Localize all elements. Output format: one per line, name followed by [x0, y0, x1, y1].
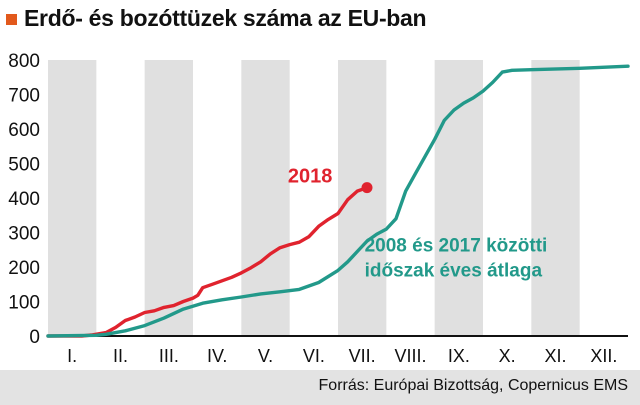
- x-tick-label: XII.: [590, 346, 617, 366]
- x-tick-label: VII.: [349, 346, 376, 366]
- annotation-2018: 2018: [288, 165, 333, 187]
- accent-square-icon: [6, 14, 17, 25]
- y-tick-label: 700: [8, 86, 40, 107]
- month-band: [48, 60, 97, 336]
- y-tick-label: 0: [29, 327, 40, 348]
- month-band: [338, 60, 387, 336]
- x-tick-label: I.: [67, 346, 77, 366]
- x-tick-label: X.: [499, 346, 516, 366]
- series-line: [46, 186, 369, 338]
- y-tick-label: 600: [8, 120, 40, 141]
- y-tick-label: 200: [8, 258, 40, 279]
- y-tick-label: 300: [8, 224, 40, 245]
- x-tick-label: III.: [159, 346, 179, 366]
- series-end-marker: [361, 182, 373, 194]
- annotation-average: időszak éves átlaga: [365, 260, 543, 281]
- line-chart: 0 100 200 300 400 500 600 700 800 I. II. III. IV. V. V…: [8, 51, 630, 366]
- x-tick-label: VI.: [303, 346, 325, 366]
- source-note: Forrás: Európai Bizottság, Copernicus EM…: [318, 377, 628, 394]
- y-tick-label: 100: [8, 293, 40, 314]
- chart-title: Erdő- és bozóttüzek száma az EU-ban: [24, 5, 427, 31]
- month-band: [434, 60, 483, 336]
- footer: Forrás: Európai Bizottság, Copernicus EM…: [0, 370, 640, 405]
- y-tick-label: 500: [8, 155, 40, 176]
- y-tick-label: 800: [8, 51, 40, 72]
- x-tick-label: IV.: [207, 346, 227, 366]
- x-tick-label: XI.: [544, 346, 566, 366]
- y-tick-label: 400: [8, 189, 40, 210]
- series-line: [46, 64, 630, 338]
- x-tick-label: IX.: [448, 346, 470, 366]
- x-tick-label: VIII.: [394, 346, 426, 366]
- month-band: [531, 60, 580, 336]
- x-tick-label: II.: [113, 346, 128, 366]
- x-tick-label: V.: [258, 346, 273, 366]
- title-bar: Erdő- és bozóttüzek száma az EU-ban: [0, 0, 640, 40]
- month-band: [144, 60, 193, 336]
- annotation-average: 2008 és 2017 közötti: [365, 235, 548, 256]
